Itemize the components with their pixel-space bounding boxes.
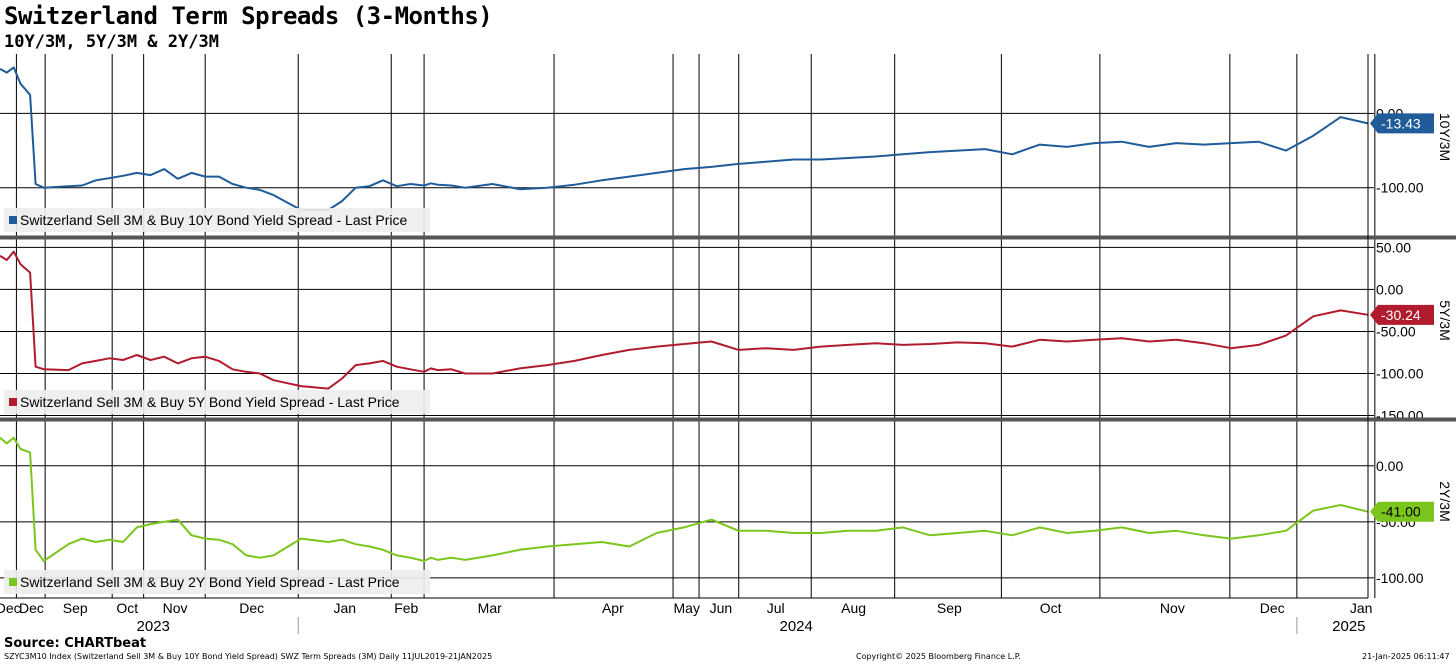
month-label-4: Nov (163, 600, 188, 616)
legend-swatch-1 (9, 398, 17, 406)
ytick-label-0-1: -100.00 (1376, 180, 1424, 196)
footer-copyright: Copyright© 2025 Bloomberg Finance L.P. (856, 652, 1021, 661)
ytick-label-1-0: 50.00 (1376, 239, 1411, 255)
current-value-label-0: -13.43 (1381, 115, 1421, 131)
month-label-15: Oct (1040, 600, 1062, 616)
current-value-tag-1 (1370, 304, 1434, 325)
year-label-2: 2025 (1332, 618, 1365, 635)
panel-side-label-2: 2Y/3M (1437, 481, 1453, 521)
footer-timestamp: 21-Jan-2025 06:11:47 (1362, 652, 1450, 661)
month-label-10: May (674, 600, 700, 616)
current-value-tag-2 (1370, 501, 1434, 522)
ytick-label-2-0: 0.00 (1376, 458, 1403, 474)
month-label-7: Feb (394, 600, 418, 616)
series-line-5Y/3M (0, 250, 1369, 390)
month-label-9: Apr (602, 600, 624, 616)
chart-title: Switzerland Term Spreads (3-Months) (4, 2, 493, 30)
month-label-8: Mar (478, 600, 502, 616)
month-label-12: Jul (767, 600, 785, 616)
source-label: Source: CHARTbeat (4, 636, 147, 651)
legend-label-0: Switzerland Sell 3M & Buy 10Y Bond Yield… (20, 212, 407, 228)
month-label-14: Sep (937, 600, 962, 616)
panel-side-label-1: 5Y/3M (1437, 300, 1453, 340)
panel-side-label-0: 10Y/3M (1437, 113, 1453, 161)
legend-swatch-2 (9, 578, 17, 586)
ytick-label-1-1: 0.00 (1376, 281, 1403, 297)
month-label-5: Dec (239, 600, 264, 616)
month-label-16: Nov (1160, 600, 1185, 616)
series-line-2Y/3M (0, 436, 1369, 562)
year-label-0: 2023 (137, 618, 170, 635)
month-label-2: Sep (63, 600, 88, 616)
current-value-label-1: -30.24 (1381, 307, 1421, 323)
current-value-label-2: -41.00 (1381, 504, 1421, 520)
footer-index-info: SZYC3M10 Index (Switzerland Sell 3M & Bu… (4, 652, 493, 661)
month-label-13: Aug (841, 600, 866, 616)
month-label-11: Jun (710, 600, 733, 616)
month-label-1: Dec (19, 600, 44, 616)
legend-bg-1 (4, 390, 430, 414)
legend-label-2: Switzerland Sell 3M & Buy 2Y Bond Yield … (20, 574, 400, 590)
ytick-label-2-2: -100.00 (1376, 570, 1424, 586)
legend-swatch-0 (9, 216, 17, 224)
year-label-1: 2024 (779, 618, 812, 635)
month-label-3: Oct (116, 600, 138, 616)
ytick-label-1-3: -100.00 (1376, 365, 1424, 381)
legend-bg-2 (4, 570, 430, 594)
month-label-18: Jan (1350, 600, 1373, 616)
ytick-label-1-2: -50.00 (1376, 323, 1416, 339)
chart-subtitle: 10Y/3M, 5Y/3M & 2Y/3M (4, 32, 219, 52)
month-label-6: Jan (333, 600, 356, 616)
legend-label-1: Switzerland Sell 3M & Buy 5Y Bond Yield … (20, 394, 400, 410)
current-value-tag-0 (1370, 113, 1434, 134)
month-label-17: Dec (1260, 600, 1285, 616)
month-label-0: Dec (0, 600, 21, 616)
legend-bg-0 (4, 208, 430, 232)
series-line-10Y/3M (0, 66, 1369, 211)
